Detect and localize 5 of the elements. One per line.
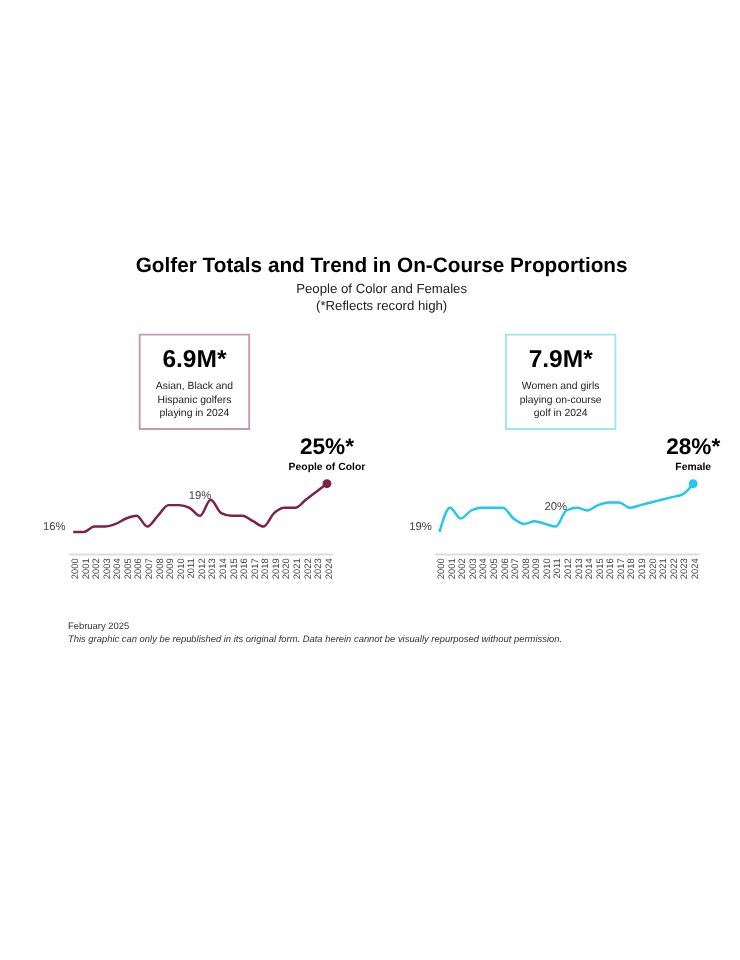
text: Golfer Totals and Trend in On-Course Proportions <box>135 256 629 279</box>
data-label: 25%* <box>299 435 356 460</box>
text: 6.9M* <box>162 344 227 373</box>
text: 7.9M* <box>528 344 594 373</box>
data-label: 28%* <box>666 435 722 460</box>
